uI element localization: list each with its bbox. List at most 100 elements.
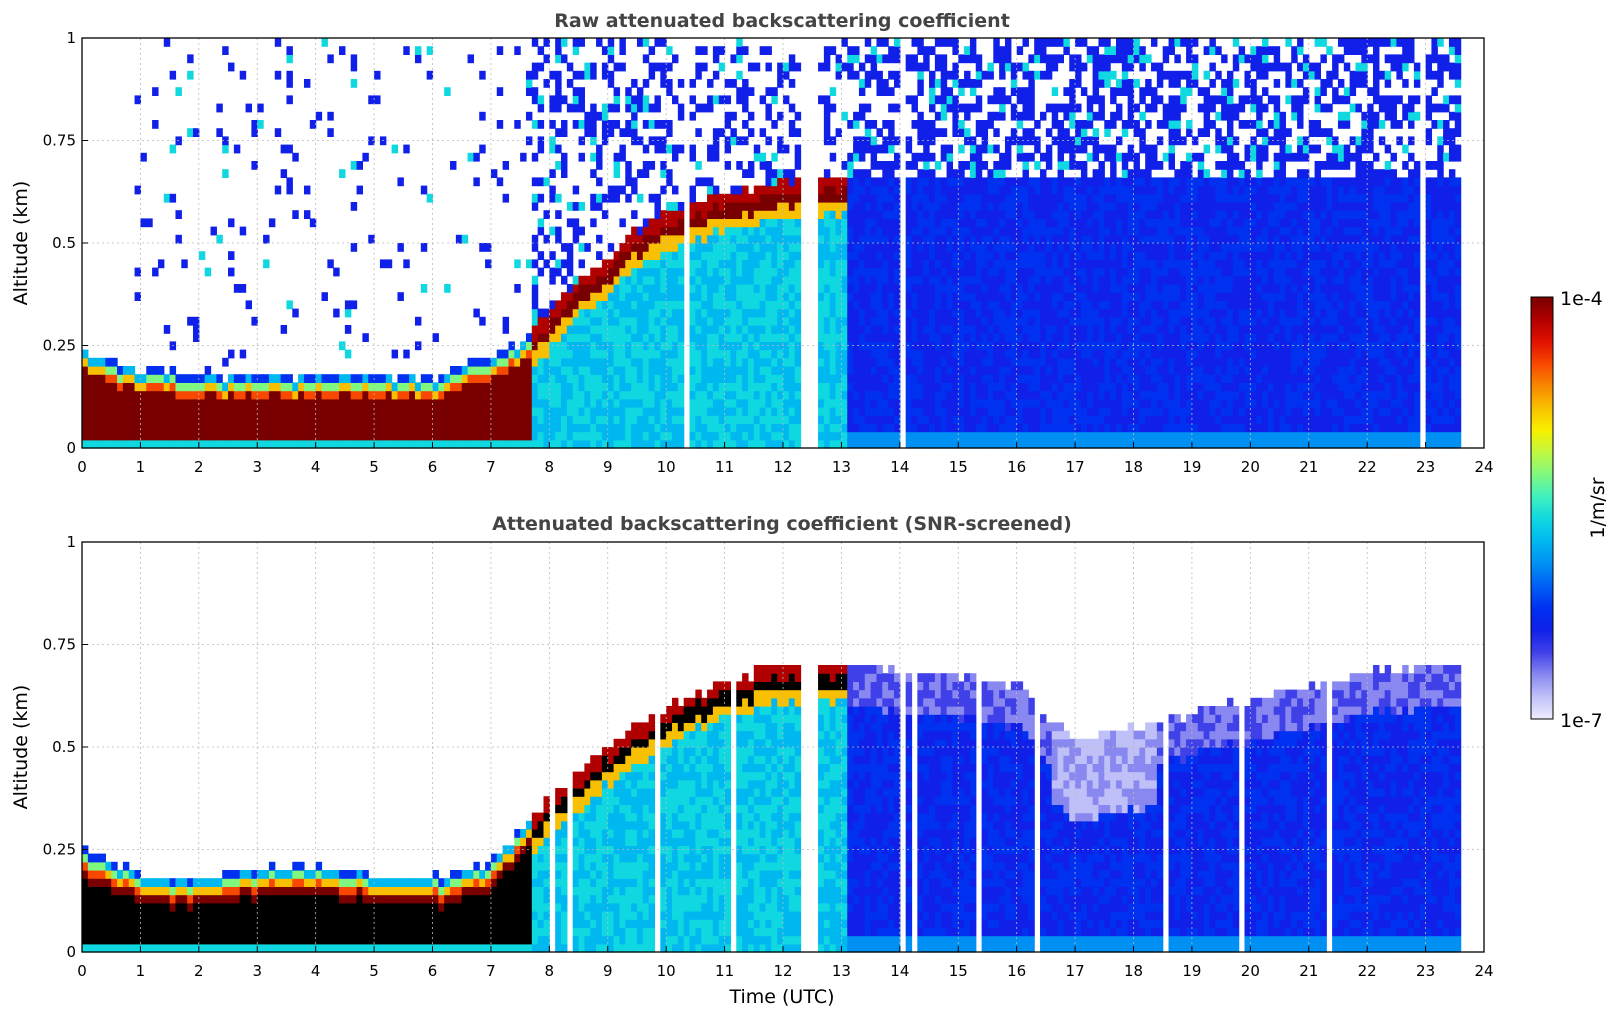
backscatter-cell bbox=[677, 210, 685, 219]
backscatter-cell bbox=[999, 169, 1006, 178]
backscatter-cell bbox=[747, 349, 755, 359]
backscatter-cell bbox=[426, 398, 434, 408]
backscatter-cell bbox=[578, 152, 585, 162]
backscatter-cell bbox=[788, 333, 796, 342]
backscatter-cell bbox=[1028, 325, 1035, 334]
backscatter-cell bbox=[625, 390, 632, 400]
backscatter-cell bbox=[1098, 284, 1105, 293]
backscatter-cell bbox=[1086, 439, 1094, 449]
backscatter-cell bbox=[958, 234, 965, 244]
backscatter-cell bbox=[969, 46, 977, 55]
backscatter-cell bbox=[1004, 161, 1012, 170]
backscatter-cell bbox=[93, 407, 101, 416]
backscatter-cell bbox=[181, 431, 188, 441]
backscatter-cell bbox=[923, 415, 930, 424]
backscatter-cell bbox=[841, 349, 848, 359]
backscatter-cell bbox=[263, 407, 270, 416]
backscatter-cell bbox=[747, 87, 755, 96]
backscatter-cell bbox=[175, 407, 182, 416]
backscatter-cell bbox=[590, 62, 597, 72]
backscatter-cell bbox=[999, 431, 1006, 441]
backscatter-cell bbox=[543, 341, 550, 351]
backscatter-cell bbox=[485, 366, 492, 375]
backscatter-cell bbox=[759, 325, 767, 334]
backscatter-cell bbox=[742, 259, 749, 269]
backscatter-cell bbox=[917, 87, 924, 96]
backscatter-cell bbox=[1016, 259, 1024, 269]
backscatter-cell bbox=[1028, 423, 1035, 433]
backscatter-cell bbox=[724, 95, 732, 105]
backscatter-cell bbox=[1115, 251, 1123, 260]
backscatter-cell bbox=[946, 103, 954, 113]
backscatter-cell bbox=[549, 169, 556, 178]
backscatter-cell bbox=[1145, 284, 1152, 293]
backscatter-cell bbox=[111, 366, 118, 375]
backscatter-cell bbox=[549, 70, 556, 80]
backscatter-cell bbox=[1110, 111, 1117, 121]
backscatter-cell bbox=[578, 226, 585, 236]
backscatter-cell bbox=[993, 333, 1000, 342]
backscatter-cell bbox=[303, 431, 311, 441]
backscatter-cell bbox=[625, 407, 632, 416]
backscatter-cell bbox=[455, 439, 463, 449]
backscatter-cell bbox=[1028, 349, 1035, 359]
backscatter-cell bbox=[783, 259, 790, 269]
backscatter-cell bbox=[601, 275, 609, 285]
backscatter-cell bbox=[1086, 284, 1094, 293]
backscatter-cell bbox=[707, 202, 714, 211]
backscatter-cell bbox=[531, 193, 539, 203]
backscatter-cell bbox=[858, 62, 866, 72]
backscatter-cell bbox=[1040, 316, 1047, 326]
backscatter-cell bbox=[864, 210, 872, 219]
backscatter-cell bbox=[981, 234, 989, 244]
backscatter-cell bbox=[450, 407, 457, 416]
backscatter-cell bbox=[1063, 423, 1070, 433]
backscatter-cell bbox=[561, 38, 568, 47]
backscatter-cell bbox=[625, 103, 632, 113]
backscatter-cell bbox=[736, 202, 743, 211]
backscatter-cell bbox=[964, 300, 971, 310]
backscatter-cell bbox=[636, 333, 644, 342]
backscatter-cell bbox=[1016, 136, 1024, 146]
backscatter-cell bbox=[619, 423, 626, 433]
backscatter-cell bbox=[835, 316, 843, 326]
backscatter-cell bbox=[870, 423, 878, 433]
backscatter-cell bbox=[829, 210, 837, 219]
backscatter-cell bbox=[823, 169, 831, 178]
backscatter-cell bbox=[122, 431, 130, 441]
backscatter-cell bbox=[888, 193, 895, 203]
backscatter-cell bbox=[187, 439, 194, 449]
backscatter-cell bbox=[642, 284, 650, 293]
backscatter-cell bbox=[695, 407, 702, 416]
backscatter-cell bbox=[672, 423, 679, 433]
backscatter-cell bbox=[911, 382, 918, 392]
backscatter-cell bbox=[1098, 316, 1105, 326]
backscatter-cell bbox=[1098, 431, 1105, 441]
backscatter-cell bbox=[742, 234, 749, 244]
backscatter-cell bbox=[999, 390, 1006, 400]
backscatter-cell bbox=[1151, 193, 1158, 203]
backscatter-cell bbox=[888, 275, 895, 285]
backscatter-cell bbox=[1028, 300, 1035, 310]
backscatter-cell bbox=[1045, 431, 1053, 441]
backscatter-cell bbox=[975, 382, 983, 392]
backscatter-cell bbox=[111, 407, 118, 416]
backscatter-cell bbox=[344, 439, 352, 449]
backscatter-cell bbox=[969, 177, 977, 187]
backscatter-cell bbox=[701, 251, 708, 260]
backscatter-cell bbox=[590, 169, 597, 178]
backscatter-cell bbox=[987, 316, 994, 326]
backscatter-cell bbox=[508, 382, 515, 392]
backscatter-cell bbox=[707, 333, 714, 342]
backscatter-cell bbox=[1145, 366, 1152, 375]
backscatter-cell bbox=[362, 398, 369, 408]
backscatter-cell bbox=[929, 87, 936, 96]
backscatter-cell bbox=[561, 54, 568, 64]
backscatter-cell bbox=[823, 226, 831, 236]
backscatter-cell bbox=[525, 366, 533, 375]
backscatter-cell bbox=[204, 407, 212, 416]
backscatter-cell bbox=[747, 423, 755, 433]
backscatter-cell bbox=[788, 210, 796, 219]
backscatter-cell bbox=[601, 259, 609, 269]
backscatter-cell bbox=[99, 431, 106, 441]
